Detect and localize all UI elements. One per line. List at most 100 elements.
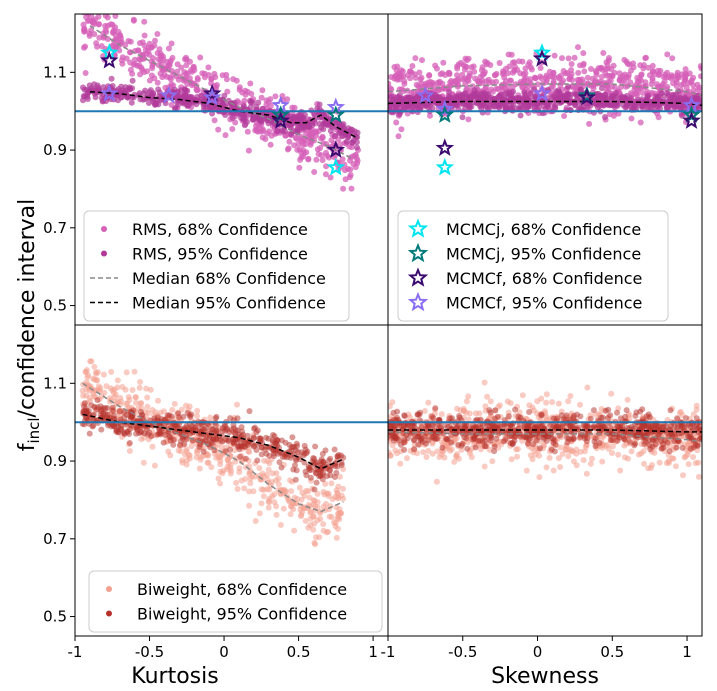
point-68 bbox=[670, 455, 677, 462]
point-68 bbox=[465, 393, 472, 400]
point-68 bbox=[299, 509, 306, 516]
point-68 bbox=[580, 50, 587, 57]
point-68 bbox=[544, 76, 550, 83]
point-68 bbox=[320, 521, 327, 528]
point-68 bbox=[246, 502, 253, 509]
point-95 bbox=[411, 437, 418, 444]
point-68 bbox=[615, 451, 622, 458]
bw-skewness-frame bbox=[387, 324, 703, 637]
x-tick-label: 0.5 bbox=[600, 643, 624, 661]
point-68 bbox=[562, 446, 569, 453]
point-68 bbox=[412, 55, 419, 62]
point-95 bbox=[81, 403, 87, 410]
point-68 bbox=[645, 465, 652, 472]
point-68 bbox=[140, 459, 147, 466]
point-68 bbox=[81, 28, 88, 35]
point-95 bbox=[146, 429, 153, 436]
point-68 bbox=[339, 156, 346, 163]
point-68 bbox=[546, 68, 553, 75]
point-95 bbox=[126, 431, 133, 437]
point-95 bbox=[632, 440, 639, 447]
point-95 bbox=[104, 405, 111, 411]
point-95 bbox=[602, 407, 609, 414]
point-68 bbox=[332, 494, 339, 500]
point-68 bbox=[569, 448, 576, 455]
point-95 bbox=[347, 126, 354, 133]
bw-kurtosis-median95-line bbox=[82, 413, 344, 470]
x-tick-label: -1 bbox=[381, 643, 396, 661]
point-95 bbox=[279, 453, 286, 460]
point-95 bbox=[698, 434, 702, 441]
point-68 bbox=[122, 386, 129, 393]
point-68 bbox=[654, 81, 660, 88]
point-68 bbox=[401, 78, 408, 85]
point-68 bbox=[589, 455, 595, 462]
point-68 bbox=[588, 66, 594, 72]
point-68 bbox=[259, 87, 266, 94]
point-68 bbox=[388, 85, 394, 92]
point-68 bbox=[191, 67, 198, 74]
point-95 bbox=[681, 424, 688, 431]
point-68 bbox=[580, 457, 587, 464]
point-95 bbox=[493, 435, 500, 442]
point-95 bbox=[417, 105, 424, 112]
point-68 bbox=[408, 89, 415, 96]
point-68 bbox=[642, 79, 649, 86]
point-68 bbox=[171, 400, 178, 407]
point-95 bbox=[274, 128, 281, 135]
point-68 bbox=[531, 74, 538, 81]
point-95 bbox=[664, 104, 671, 111]
point-68 bbox=[143, 385, 150, 392]
point-68 bbox=[297, 156, 304, 163]
point-95 bbox=[354, 144, 360, 151]
point-68 bbox=[337, 141, 344, 148]
point-68 bbox=[310, 513, 317, 520]
point-95 bbox=[313, 459, 320, 466]
point-95 bbox=[354, 134, 361, 141]
point-68 bbox=[109, 387, 116, 394]
point-68 bbox=[465, 416, 472, 423]
point-68 bbox=[420, 449, 427, 456]
bw-kurtosis-points bbox=[79, 358, 347, 548]
point-68 bbox=[670, 80, 677, 87]
y-tick-label: 1.1 bbox=[43, 374, 67, 392]
point-68 bbox=[651, 449, 658, 456]
point-68 bbox=[484, 393, 491, 400]
point-68 bbox=[425, 447, 432, 454]
point-68 bbox=[695, 473, 702, 480]
point-95 bbox=[122, 84, 129, 91]
point-68 bbox=[638, 450, 645, 457]
point-68 bbox=[287, 511, 294, 518]
point-95 bbox=[312, 443, 319, 450]
point-95 bbox=[405, 435, 411, 442]
point-68 bbox=[511, 68, 518, 74]
point-95 bbox=[172, 105, 179, 112]
point-95 bbox=[183, 432, 189, 439]
point-68 bbox=[267, 141, 274, 148]
point-68 bbox=[132, 394, 139, 401]
point-95 bbox=[439, 444, 446, 451]
bw-kurtosis-medians bbox=[82, 382, 344, 513]
point-95 bbox=[160, 439, 167, 446]
point-95 bbox=[642, 438, 649, 445]
point-68 bbox=[155, 397, 161, 404]
point-68 bbox=[463, 409, 470, 416]
point-68 bbox=[672, 463, 679, 470]
y-tick-label: 0.7 bbox=[43, 219, 67, 237]
point-68 bbox=[496, 60, 503, 66]
point-95 bbox=[92, 94, 99, 101]
point-68 bbox=[291, 527, 298, 534]
point-68 bbox=[583, 470, 590, 477]
point-68 bbox=[256, 465, 263, 472]
point-68 bbox=[126, 396, 133, 403]
point-68 bbox=[609, 450, 615, 456]
point-68 bbox=[520, 71, 527, 78]
point-68 bbox=[575, 44, 581, 51]
point-95 bbox=[232, 430, 239, 437]
point-95 bbox=[162, 431, 168, 438]
point-68 bbox=[340, 485, 346, 492]
point-68 bbox=[165, 45, 172, 52]
rms-skewness-median68-line bbox=[388, 83, 702, 97]
point-95 bbox=[446, 89, 452, 95]
point-68 bbox=[234, 486, 241, 492]
